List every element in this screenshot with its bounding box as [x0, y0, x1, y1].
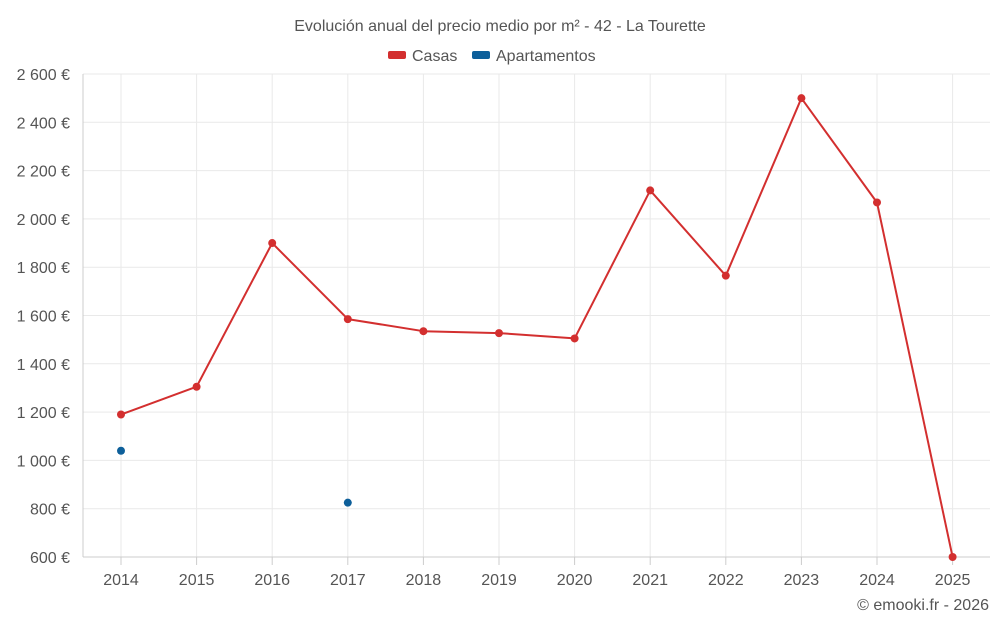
series-line — [120, 97, 954, 558]
chart-title: Evolución anual del precio medio por m² … — [294, 18, 706, 35]
x-tick-label: 2020 — [557, 572, 593, 589]
x-tick-label: 2022 — [708, 572, 744, 589]
x-tick-label: 2025 — [935, 572, 971, 589]
data-point[interactable] — [192, 382, 201, 391]
plot-area — [117, 94, 957, 561]
legend-label: Casas — [412, 48, 457, 65]
data-point[interactable] — [797, 94, 806, 103]
x-axis: 2014 2015 2016 2017 2018 2019 2020 2021 2022 2023… — [83, 556, 990, 589]
data-point[interactable] — [343, 315, 352, 324]
data-point[interactable] — [117, 410, 125, 419]
x-tick-label: 2019 — [481, 572, 517, 589]
data-point[interactable] — [343, 498, 352, 507]
y-tick-label: 600 € — [30, 550, 70, 567]
series-casas — [117, 94, 957, 561]
legend-swatch — [472, 51, 490, 59]
legend-item-apartamentos[interactable]: Apartamentos — [472, 48, 596, 65]
x-tick-label: 2017 — [330, 572, 366, 589]
data-point[interactable] — [419, 327, 428, 336]
data-point[interactable] — [570, 334, 579, 343]
y-tick-label: 800 € — [30, 502, 70, 519]
data-point[interactable] — [721, 271, 730, 280]
series-apartamentos — [117, 446, 352, 507]
data-point[interactable] — [948, 553, 957, 561]
data-point[interactable] — [646, 186, 655, 195]
legend-swatch — [388, 51, 406, 59]
x-tick-label: 2021 — [632, 572, 668, 589]
x-tick-label: 2016 — [254, 572, 290, 589]
x-tick-label: 2024 — [859, 572, 895, 589]
data-point[interactable] — [495, 329, 503, 338]
x-tick-label: 2018 — [406, 572, 442, 589]
y-tick-label: 2 000 € — [17, 212, 70, 229]
legend: Casas Apartamentos — [388, 48, 596, 65]
data-point[interactable] — [117, 446, 125, 455]
legend-label: Apartamentos — [496, 48, 596, 65]
x-tick-label: 2015 — [179, 572, 215, 589]
x-tick-label: 2023 — [784, 572, 820, 589]
data-point[interactable] — [873, 198, 881, 207]
y-tick-label: 2 200 € — [17, 164, 70, 181]
y-tick-label: 2 600 € — [17, 67, 70, 84]
x-tick-label: 2014 — [103, 572, 139, 589]
y-tick-label: 1 800 € — [17, 260, 70, 277]
y-tick-label: 1 200 € — [17, 405, 70, 422]
y-tick-label: 1 400 € — [17, 357, 70, 374]
credit-text: © emooki.fr - 2026 — [857, 597, 989, 614]
data-point[interactable] — [268, 239, 277, 248]
y-tick-label: 2 400 € — [17, 115, 70, 132]
y-tick-label: 1 000 € — [17, 453, 70, 470]
grid — [83, 73, 990, 558]
y-tick-label: 1 600 € — [17, 309, 70, 326]
legend-item-casas[interactable]: Casas — [388, 48, 457, 65]
y-axis: 600 € 800 € 1 000 € 1 200 € 1 400 € 1 600 € 1 … — [17, 67, 84, 567]
